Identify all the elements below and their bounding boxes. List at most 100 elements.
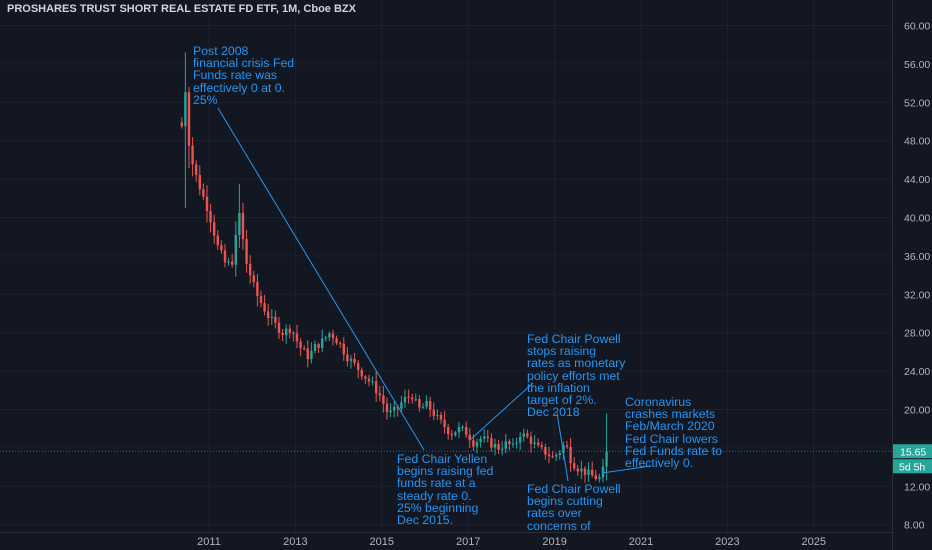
- annotation-connector: [556, 412, 569, 482]
- candle-body: [227, 261, 230, 263]
- candle-body: [461, 426, 464, 428]
- candle-body: [302, 348, 306, 350]
- candle-body: [281, 332, 284, 336]
- candle-body: [194, 164, 198, 175]
- candle-body: [410, 397, 414, 400]
- candle-body: [518, 436, 522, 443]
- candle-body: [245, 239, 248, 264]
- candle-body: [515, 442, 518, 444]
- candle-body: [378, 393, 381, 396]
- candle-body: [324, 337, 327, 339]
- countdown-label: 5d 5h: [899, 461, 925, 473]
- candle-body: [428, 401, 432, 410]
- candle-body: [565, 445, 569, 447]
- candle-body: [306, 348, 309, 360]
- candle-body: [360, 370, 363, 377]
- candle-body: [490, 438, 493, 448]
- candle-body: [353, 358, 356, 363]
- candle-body: [396, 406, 399, 409]
- candle-body: [223, 250, 227, 263]
- candle-body: [432, 409, 435, 416]
- candle-body: [414, 399, 417, 401]
- candle-body: [288, 328, 291, 333]
- candle-body: [504, 441, 507, 449]
- candle-body: [418, 399, 421, 408]
- annotation-powell-cuts: Fed Chair Powell begins cutting rates ov…: [527, 482, 621, 533]
- candle-body: [508, 441, 511, 445]
- candle-body: [364, 376, 367, 379]
- candle-body: [266, 311, 270, 318]
- candle-body: [274, 316, 277, 323]
- price-tick-label: 28.00: [904, 328, 930, 340]
- candle-body: [580, 468, 583, 472]
- candle-body: [238, 212, 241, 235]
- annotation-connector: [601, 465, 652, 474]
- candle-body: [184, 92, 187, 127]
- last-price-label: 15.65: [900, 446, 926, 458]
- annotation-powell-stops: Fed Chair Powell stops raising rates as …: [527, 332, 626, 420]
- candle-body: [601, 466, 605, 478]
- candle-body: [468, 434, 471, 441]
- time-tick-label: 2019: [542, 536, 566, 548]
- countdown-badge: [893, 459, 932, 474]
- candle-body: [450, 434, 453, 436]
- candle-body: [500, 448, 504, 450]
- price-tick-label: 56.00: [904, 59, 930, 71]
- candle-body: [569, 446, 572, 464]
- candle-body: [310, 350, 313, 360]
- candle-body: [443, 419, 446, 428]
- candle-body: [576, 468, 579, 472]
- price-tick-label: 44.00: [904, 174, 930, 186]
- candle-body: [338, 343, 342, 345]
- time-tick-label: 2025: [802, 536, 826, 548]
- candle-body: [320, 338, 324, 348]
- candle-body: [313, 344, 317, 351]
- price-tick-label: 8.00: [904, 520, 925, 532]
- candle-body: [529, 436, 533, 444]
- candle-body: [457, 426, 461, 433]
- candle-body: [392, 406, 396, 411]
- candle-body: [212, 222, 216, 236]
- candle-body: [342, 343, 345, 355]
- candle-body: [562, 445, 565, 454]
- candle-body: [335, 338, 338, 344]
- candle-body: [198, 174, 201, 190]
- candle-body: [583, 468, 587, 475]
- candle-body: [533, 442, 536, 444]
- candle-body: [284, 328, 288, 336]
- candle-body: [328, 333, 331, 338]
- candle-body: [605, 451, 608, 467]
- candle-body: [425, 401, 428, 407]
- candle-body: [544, 447, 547, 455]
- annotation-coronavirus: Coronavirus crashes markets Feb/March 20…: [625, 395, 723, 471]
- annotation-yellen: Fed Chair Yellen begins raising fed fund…: [397, 452, 494, 528]
- candle-body: [389, 410, 392, 413]
- candle-body: [292, 332, 295, 334]
- candle-body: [587, 469, 590, 475]
- annotation-connector: [469, 382, 534, 441]
- candle-body: [446, 427, 450, 435]
- candle-body: [479, 438, 482, 442]
- candle-body: [594, 475, 597, 480]
- time-tick-label: 2011: [197, 536, 221, 548]
- candle-body: [407, 396, 410, 398]
- candle-body: [511, 443, 515, 445]
- candle-body: [475, 441, 479, 447]
- candle-body: [551, 456, 554, 458]
- candle-body: [522, 433, 525, 437]
- candle-body: [590, 469, 594, 476]
- candle-body: [540, 445, 543, 448]
- candle-body: [454, 432, 457, 436]
- candle-body: [191, 145, 194, 165]
- candle-body: [220, 245, 223, 251]
- price-tick-label: 20.00: [904, 405, 930, 417]
- candle-body: [331, 333, 335, 339]
- candle-body: [472, 440, 475, 447]
- candle-body: [346, 354, 349, 362]
- candle-body: [241, 212, 245, 240]
- candle-body: [554, 455, 558, 457]
- candle-body: [317, 344, 320, 348]
- candle-body: [277, 322, 281, 333]
